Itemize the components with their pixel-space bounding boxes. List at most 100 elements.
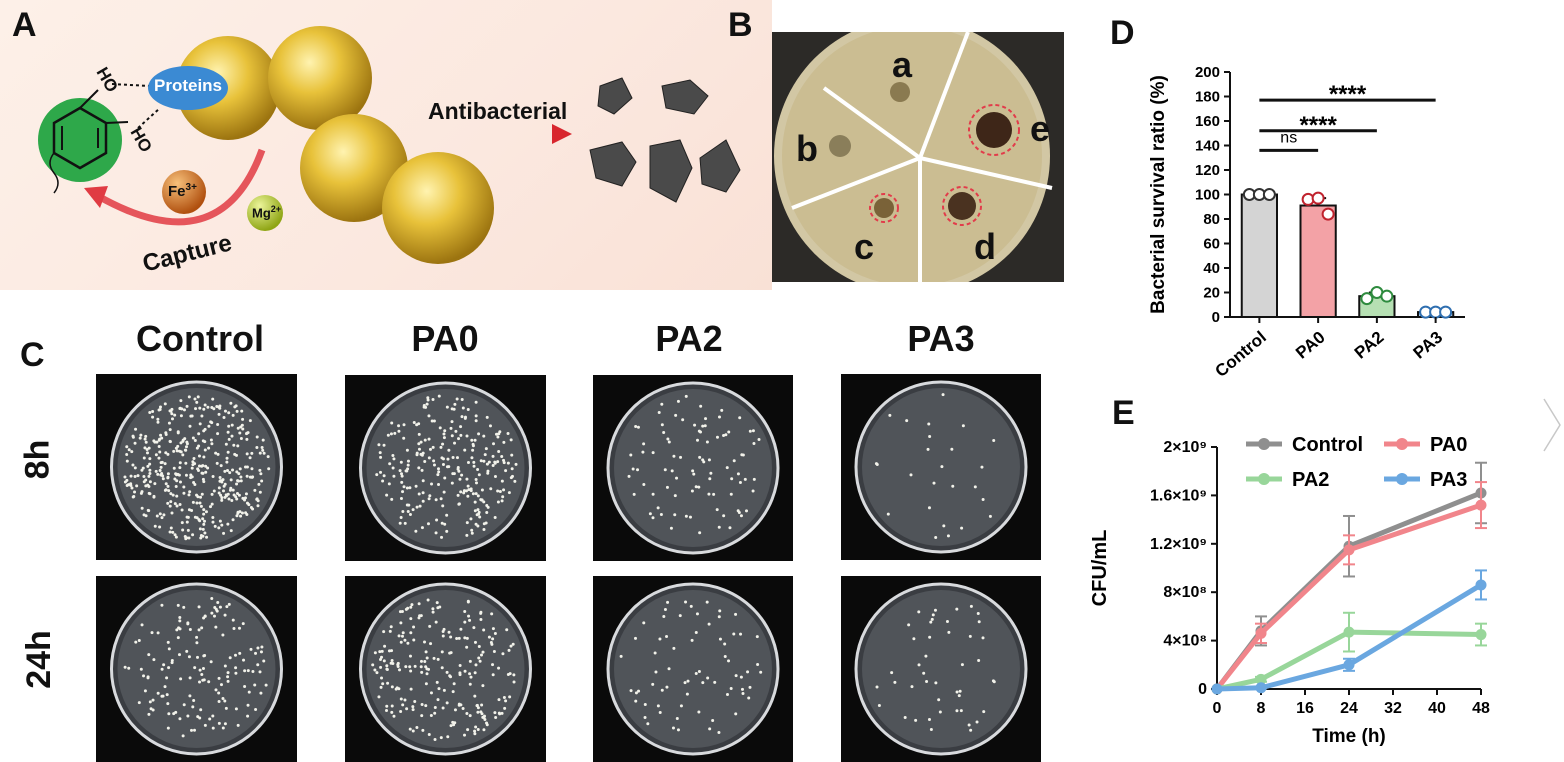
- replicate-point: [1311, 191, 1325, 205]
- y-tick-label: 40: [1203, 260, 1220, 277]
- proteins-icon: [148, 66, 228, 110]
- x-tick-label: 32: [1384, 700, 1402, 717]
- plate-photo-pa3-8h: [841, 374, 1041, 560]
- plate-photo-pa2-8h: [593, 375, 793, 561]
- mechanism-schematic: [38, 26, 741, 264]
- significance-label: ****: [1299, 112, 1337, 139]
- plate-photo-pa0-8h: [345, 375, 546, 561]
- plate-photo-pa3-24h: [841, 576, 1041, 762]
- replicate-point: [1380, 289, 1394, 303]
- growth-line-chart: 0 4×10⁸ 8×10⁸ 1.2×10⁹ 1.6×10⁹ 2×10⁹ 0 8 16 24 32 40…: [1089, 434, 1490, 747]
- legend-label-control: Control: [1292, 434, 1363, 456]
- y-tick-label: 160: [1195, 113, 1220, 130]
- legend-marker-pa0: [1396, 438, 1408, 450]
- series-line-pa3: [1216, 582, 1483, 692]
- zone-label-d: d: [974, 226, 996, 267]
- zone-c: [874, 198, 894, 218]
- zone-d: [948, 192, 976, 220]
- legend-label-pa2: PA2: [1292, 469, 1329, 491]
- panel-letter-c: C: [20, 336, 45, 374]
- data-point-pa3: [1255, 682, 1267, 694]
- x-tick-label: 24: [1340, 700, 1358, 717]
- significance-label: ****: [1329, 81, 1367, 108]
- replicate-point: [1321, 207, 1335, 221]
- fe-ion-label: Fe3+: [168, 182, 197, 200]
- antibacterial-label: Antibacterial: [428, 98, 568, 124]
- microsphere-4: [382, 152, 494, 264]
- panel-letter-e: E: [1112, 394, 1135, 432]
- y-tick-label: 100: [1195, 187, 1220, 204]
- bar-pa0: [1299, 204, 1337, 318]
- x-tick-label: 40: [1428, 700, 1446, 717]
- y-tick-label: 8×10⁸: [1163, 584, 1207, 601]
- survival-bar-chart: 0 20 40 60 80 100 120 140 160 180 200 Bacterial sur…: [1148, 64, 1465, 381]
- series-line-pa2: [1216, 629, 1482, 692]
- data-point-pa3: [1211, 683, 1223, 695]
- plate-photo-pa2-24h: [593, 576, 793, 762]
- x-tick-label: 8: [1257, 700, 1266, 717]
- zone-b: [829, 135, 851, 157]
- significance-label: ns: [1280, 129, 1297, 146]
- data-point-pa0: [1255, 627, 1267, 639]
- y-tick-label: 2×10⁹: [1163, 439, 1207, 456]
- zone-a: [890, 82, 910, 102]
- x-tick-label: 0: [1213, 700, 1222, 717]
- y-tick-label: 140: [1195, 138, 1220, 155]
- x-tick-label: Control: [1211, 328, 1270, 381]
- chevron-right-icon[interactable]: [1542, 395, 1562, 455]
- microsphere-2: [268, 26, 372, 130]
- zone-label-c: c: [854, 226, 875, 267]
- y-axis-title: CFU/mL: [1089, 530, 1111, 607]
- zone-label-a: a: [892, 44, 913, 85]
- x-tick-label: PA0: [1292, 328, 1329, 363]
- y-tick-label: 1.2×10⁹: [1150, 536, 1207, 553]
- x-axis-title: Time (h): [1312, 726, 1386, 747]
- panel-letter-d: D: [1110, 14, 1135, 52]
- legend-label-pa3: PA3: [1430, 469, 1467, 491]
- data-point-pa2: [1255, 673, 1267, 685]
- data-point-pa0: [1343, 544, 1355, 556]
- y-tick-label: 4×10⁸: [1163, 633, 1207, 650]
- zone-e: [976, 112, 1012, 148]
- capture-arrow-icon: [96, 148, 266, 226]
- row-header-8h: 8h: [18, 439, 57, 480]
- inhibition-zone-photo: [772, 32, 1064, 282]
- zone-label-b: b: [796, 128, 818, 169]
- legend-marker-pa3: [1396, 473, 1408, 485]
- column-header-pa0: PA0: [411, 318, 479, 359]
- y-tick-label: 120: [1195, 162, 1220, 179]
- dead-bacteria-icon: [589, 77, 741, 203]
- y-tick-label: 80: [1203, 211, 1220, 228]
- y-tick-label: 180: [1195, 89, 1220, 106]
- row-header-24h: 24h: [19, 630, 58, 689]
- y-tick-label: 60: [1203, 236, 1220, 253]
- antibacterial-arrow-icon: [552, 124, 572, 144]
- mg-ion-label: Mg2+: [252, 204, 282, 221]
- x-tick-label: 48: [1472, 700, 1490, 717]
- microsphere-3: [300, 114, 408, 222]
- x-tick-label: PA3: [1410, 328, 1447, 363]
- zone-label-e: e: [1030, 108, 1051, 149]
- legend-label-pa0: PA0: [1430, 434, 1467, 456]
- x-tick-label: 16: [1296, 700, 1314, 717]
- bar-control: [1240, 193, 1278, 318]
- panel-letter-a: A: [12, 6, 37, 44]
- data-point-pa3: [1343, 659, 1355, 671]
- replicate-point: [1262, 188, 1276, 201]
- data-point-pa2: [1343, 626, 1355, 638]
- plate-photo-control-8h: [96, 374, 297, 560]
- replicate-point: [1439, 305, 1453, 319]
- legend-marker-pa2: [1258, 473, 1270, 485]
- fe-ion-icon: [162, 170, 206, 214]
- column-header-pa3: PA3: [907, 318, 975, 359]
- legend-marker-control: [1258, 438, 1270, 450]
- replicate-point: [1360, 292, 1374, 306]
- data-point-pa0: [1475, 499, 1487, 511]
- x-tick-label: PA2: [1351, 328, 1388, 363]
- plate-photo-control-24h: [96, 576, 297, 762]
- column-header-control: Control: [136, 318, 264, 359]
- column-header-pa2: PA2: [655, 318, 723, 359]
- proteins-label: Proteins: [153, 76, 223, 95]
- y-axis-title: Bacterial survival ratio (%): [1148, 75, 1169, 314]
- y-tick-label: 0: [1198, 681, 1207, 698]
